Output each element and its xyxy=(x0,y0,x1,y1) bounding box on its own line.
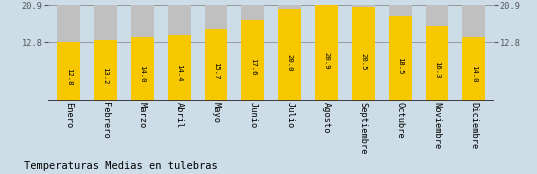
Text: 20.0: 20.0 xyxy=(287,54,293,71)
Text: 14.0: 14.0 xyxy=(471,65,477,83)
Bar xyxy=(352,7,375,101)
Bar xyxy=(168,5,191,101)
Bar xyxy=(131,37,154,101)
Text: 17.6: 17.6 xyxy=(250,58,256,76)
Bar xyxy=(241,20,264,101)
Text: 20.5: 20.5 xyxy=(360,53,366,70)
Bar xyxy=(168,35,191,101)
Bar xyxy=(462,5,485,101)
Bar xyxy=(94,41,117,101)
Bar xyxy=(425,26,448,101)
Bar xyxy=(389,5,411,101)
Bar xyxy=(205,5,227,101)
Text: 12.8: 12.8 xyxy=(66,68,71,85)
Bar xyxy=(352,5,375,101)
Bar xyxy=(425,5,448,101)
Text: Temperaturas Medias en tulebras: Temperaturas Medias en tulebras xyxy=(24,161,218,171)
Text: 14.0: 14.0 xyxy=(139,65,146,83)
Text: 16.3: 16.3 xyxy=(434,61,440,78)
Bar xyxy=(94,5,117,101)
Bar xyxy=(315,5,338,101)
Bar xyxy=(389,16,411,101)
Bar xyxy=(278,9,301,101)
Text: 14.4: 14.4 xyxy=(176,65,182,82)
Bar xyxy=(315,5,338,101)
Bar xyxy=(57,42,80,101)
Text: 13.2: 13.2 xyxy=(103,67,108,84)
Bar xyxy=(131,5,154,101)
Bar xyxy=(57,5,80,101)
Bar xyxy=(205,29,227,101)
Bar xyxy=(241,5,264,101)
Text: 18.5: 18.5 xyxy=(397,57,403,74)
Text: 15.7: 15.7 xyxy=(213,62,219,80)
Bar xyxy=(278,5,301,101)
Text: 20.9: 20.9 xyxy=(323,52,329,69)
Bar xyxy=(462,37,485,101)
